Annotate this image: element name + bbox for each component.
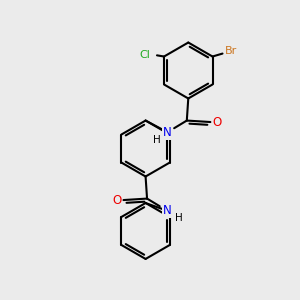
Text: N: N xyxy=(163,126,172,139)
Text: H: H xyxy=(175,213,182,223)
Text: O: O xyxy=(212,116,221,128)
Text: H: H xyxy=(153,135,160,145)
Text: O: O xyxy=(112,194,122,207)
Text: Cl: Cl xyxy=(139,50,150,60)
Text: N: N xyxy=(162,204,171,217)
Text: Br: Br xyxy=(225,46,238,56)
